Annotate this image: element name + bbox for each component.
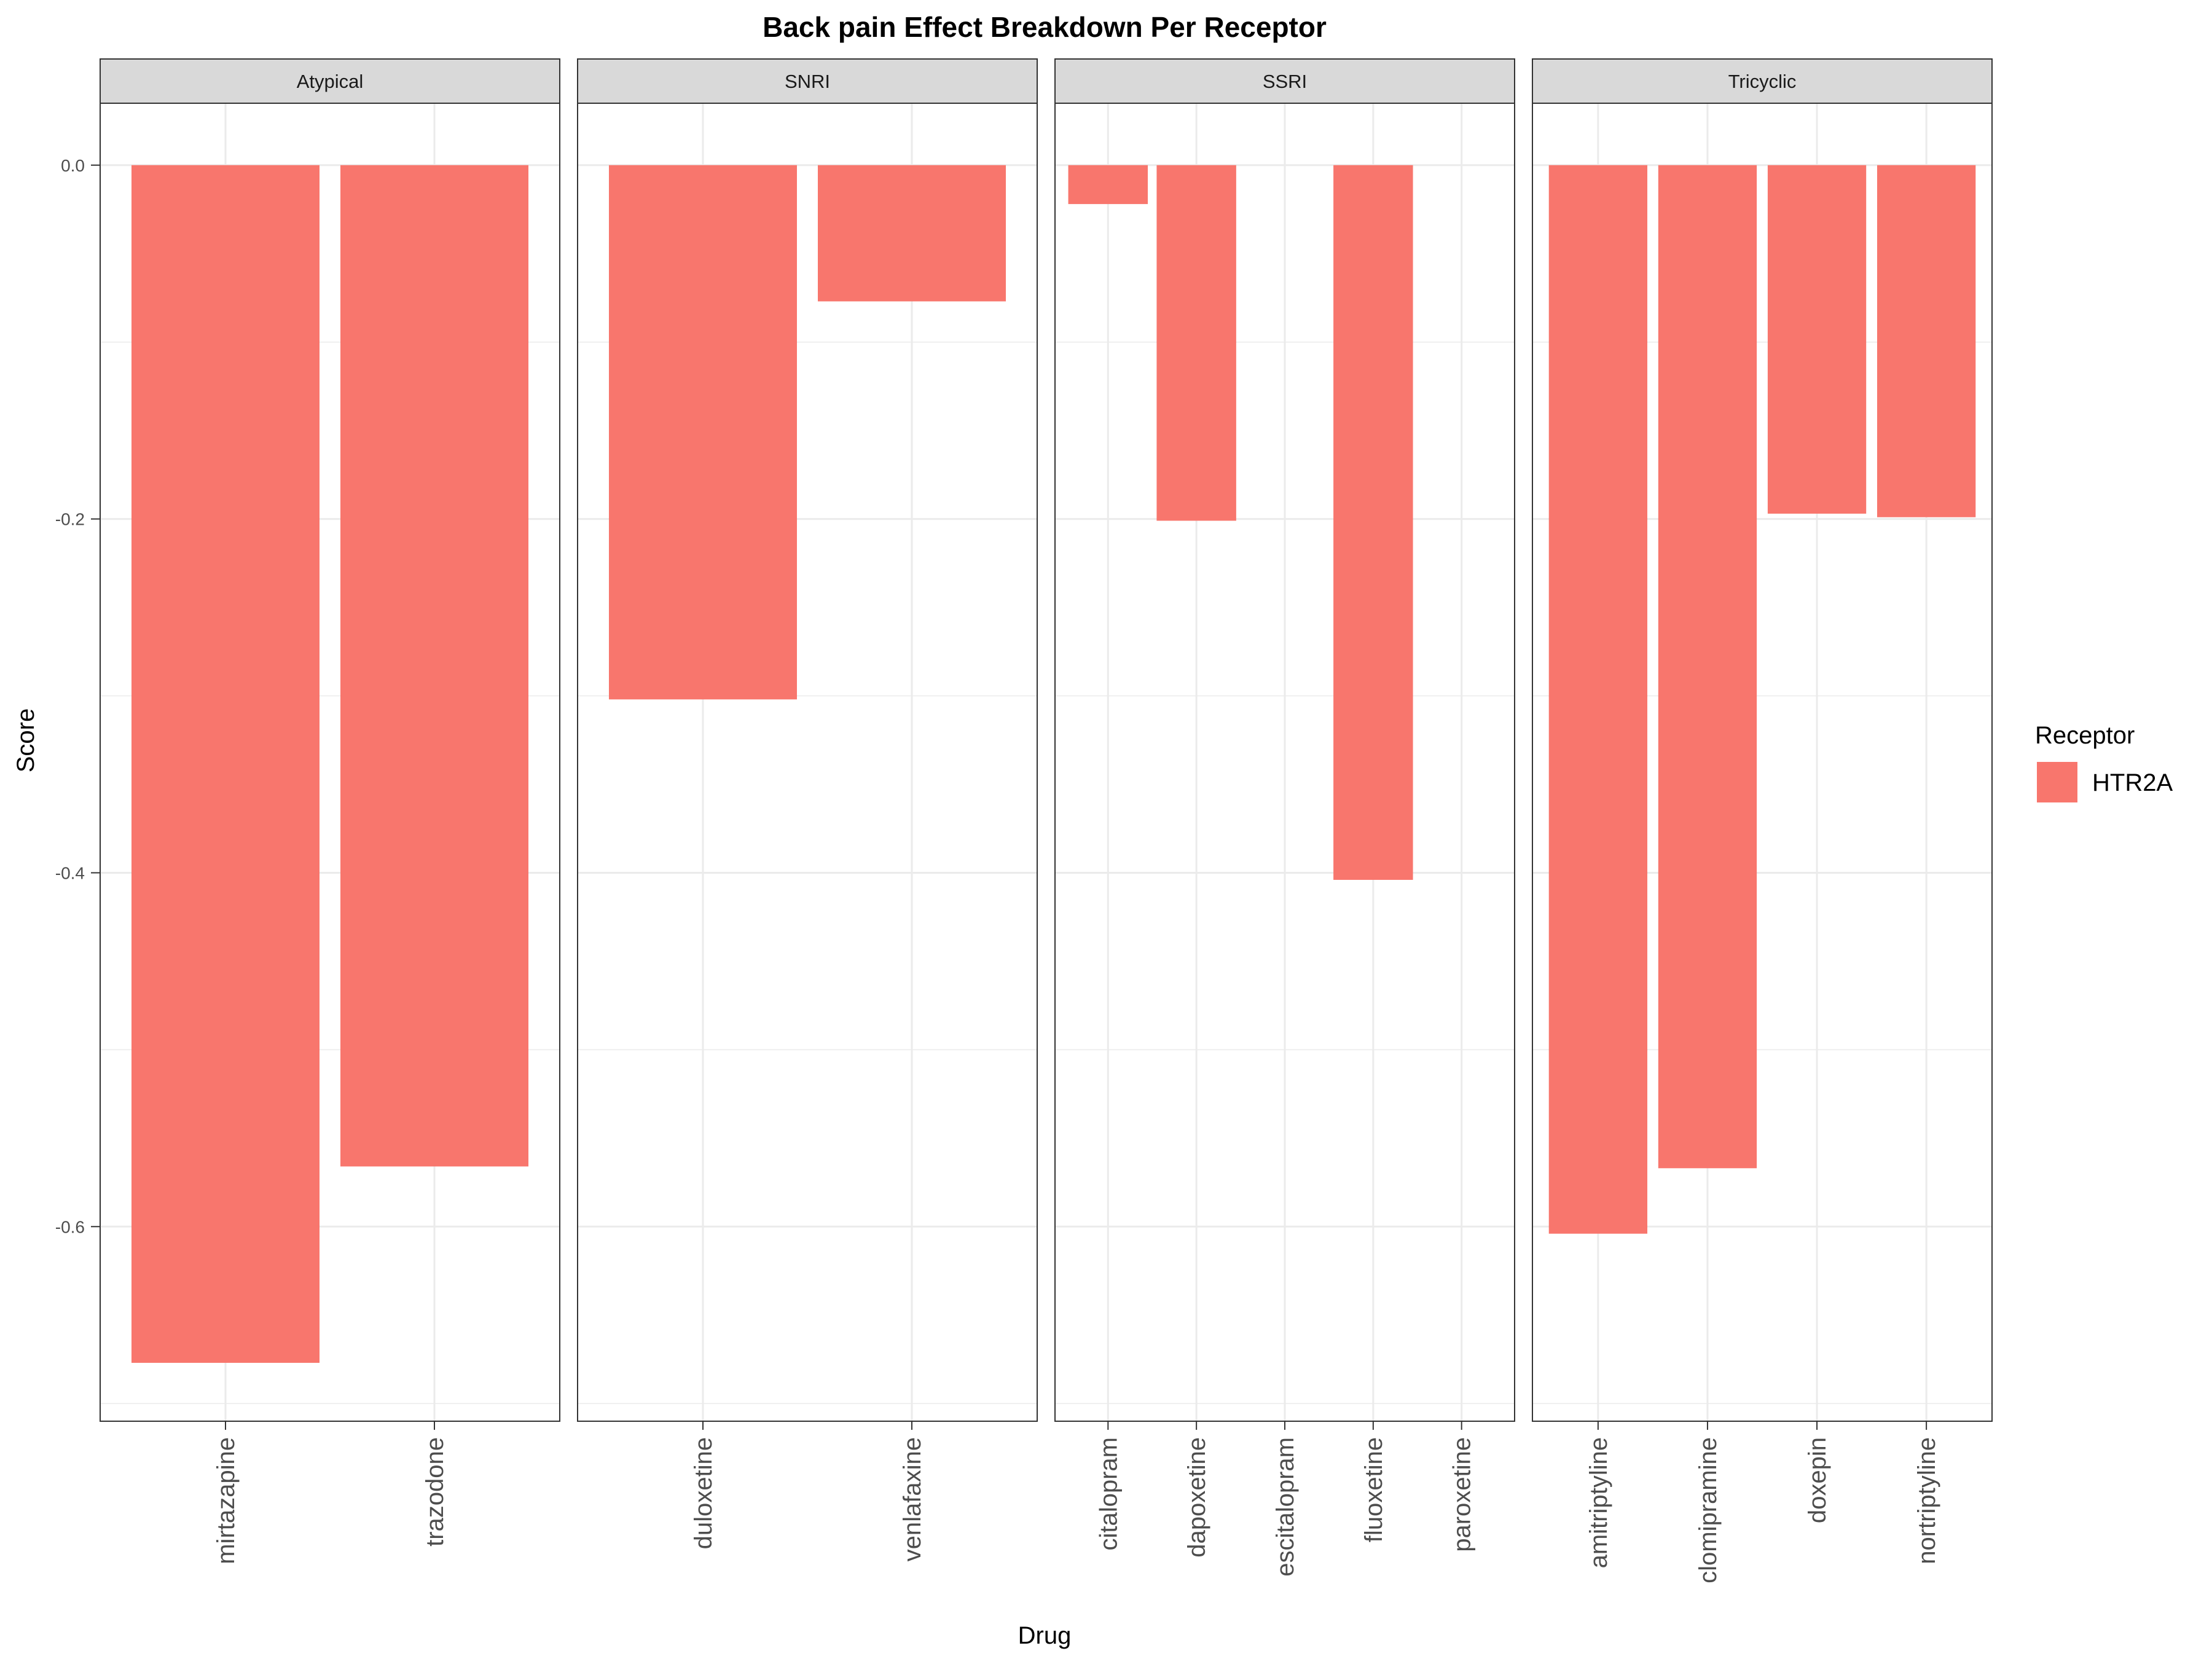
legend-key-htr2a: [2037, 762, 2077, 802]
x-tick-label-clomipramine: clomipramine: [1695, 1437, 1722, 1583]
bar-citalopram: [1068, 165, 1148, 205]
bar-mirtazapine: [131, 165, 320, 1363]
bar-duloxetine: [609, 165, 797, 700]
bar-venlafaxine: [818, 165, 1006, 302]
y-axis-title: Score: [12, 708, 39, 773]
facet-strip: [1054, 58, 1515, 104]
facet-strip: [100, 58, 560, 104]
facet-strip: [577, 58, 1038, 104]
x-axis-title: Drug: [1018, 1622, 1072, 1649]
x-tick-label-mirtazapine: mirtazapine: [213, 1437, 240, 1564]
legend-title: Receptor: [2035, 722, 2135, 749]
legend-label-htr2a: HTR2A: [2092, 769, 2173, 796]
x-tick-label-citalopram: citalopram: [1095, 1437, 1122, 1551]
x-tick-label-duloxetine: duloxetine: [690, 1437, 717, 1549]
x-tick-label-venlafaxine: venlafaxine: [899, 1437, 926, 1561]
facet-strip-label: Atypical: [297, 71, 364, 92]
facet-strip: [1532, 58, 1993, 104]
facet-ssri: SSRI citalopram dapoxetine escitalopram fluo…: [1054, 58, 1515, 1577]
facet-panels: 0.0 -0.2 -0.4 -0.6 Atypical mirtazapine trazod…: [55, 58, 1993, 1583]
y-tick-label: 0.0: [61, 156, 85, 175]
legend: Receptor HTR2A: [2035, 722, 2173, 802]
x-tick-label-paroxetine: paroxetine: [1449, 1437, 1476, 1552]
bar-doxepin: [1767, 165, 1867, 514]
chart-title: Back pain Effect Breakdown Per Receptor: [763, 11, 1327, 43]
facet-strip-label: SSRI: [1263, 71, 1307, 92]
y-tick-label: -0.2: [55, 510, 85, 529]
x-tick-label-escitalopram: escitalopram: [1272, 1437, 1299, 1577]
y-tick-label: -0.4: [55, 863, 85, 882]
bar-nortriptyline: [1877, 165, 1976, 517]
bar-fluoxetine: [1333, 165, 1413, 880]
facet-snri: SNRI duloxetine venlafaxine: [577, 58, 1038, 1561]
bar-dapoxetine: [1156, 165, 1236, 521]
y-tick-label: -0.6: [55, 1217, 85, 1236]
x-tick-label-trazodone: trazodone: [422, 1437, 449, 1547]
bar-trazodone: [340, 165, 528, 1167]
facet-strip-label: SNRI: [785, 71, 830, 92]
bar-amitriptyline: [1548, 165, 1647, 1234]
facet-atypical: Atypical mirtazapine trazodone: [100, 58, 560, 1564]
x-tick-label-amitriptyline: amitriptyline: [1585, 1437, 1612, 1568]
facet-strip-label: Tricyclic: [1728, 71, 1797, 92]
x-tick-label-nortriptyline: nortriptyline: [1913, 1437, 1940, 1564]
x-tick-label-dapoxetine: dapoxetine: [1183, 1437, 1210, 1558]
x-tick-label-fluoxetine: fluoxetine: [1360, 1437, 1387, 1542]
facet-tricyclic: Tricyclic amitriptyline clomipramine doxepi…: [1532, 58, 1993, 1583]
bar-clomipramine: [1658, 165, 1757, 1169]
x-tick-label-doxepin: doxepin: [1804, 1437, 1831, 1523]
